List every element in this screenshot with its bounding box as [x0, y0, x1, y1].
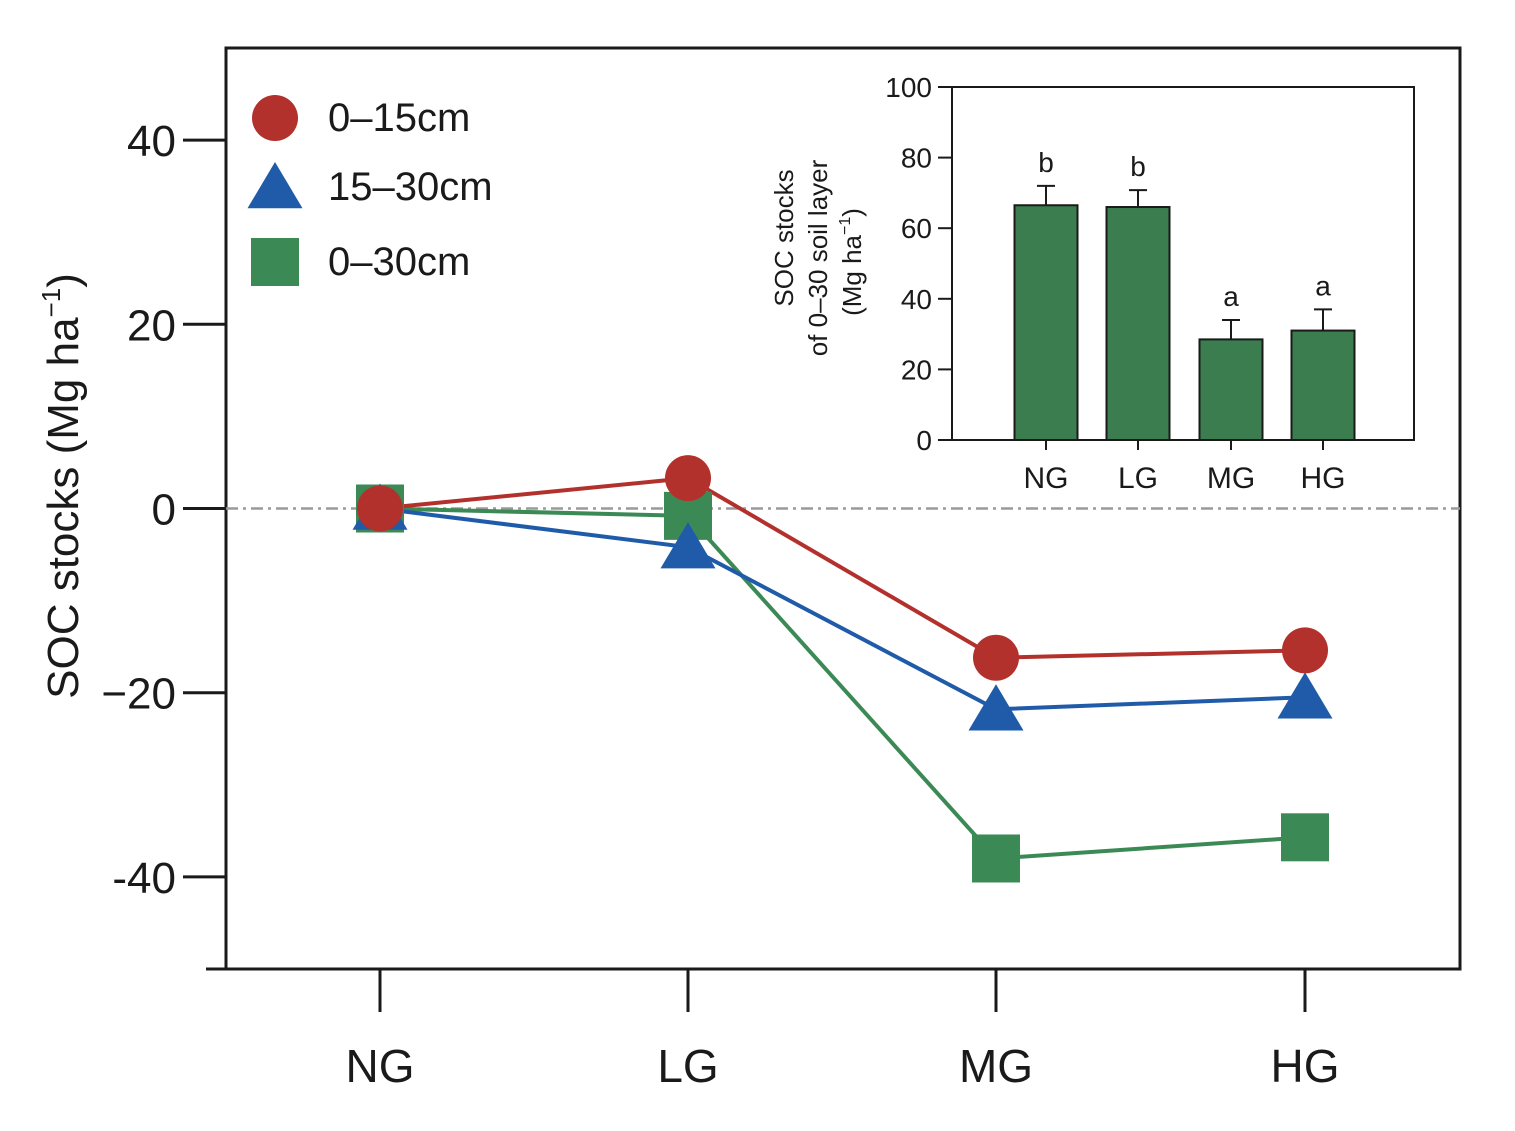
data-point-circle [357, 485, 403, 532]
bar [1013, 204, 1079, 441]
data-point-circle [665, 455, 711, 502]
main-y-axis: 40 20 0 −20 -40 [101, 117, 226, 971]
significance-letter: a [1223, 281, 1239, 312]
inset-y-axis-label-line1: SOC stocks [769, 169, 799, 306]
data-point-circle [1282, 627, 1328, 674]
data-point-triangle [968, 684, 1024, 731]
inset-y-axis: 0 20 40 60 80 100 [885, 72, 952, 456]
bar [1290, 329, 1356, 442]
legend: 0–15cm 15–30cm 0–30cm [247, 95, 493, 286]
main-x-tick-label: HG [1271, 1040, 1340, 1092]
legend-marker-triangle [247, 162, 303, 209]
legend-label: 0–15cm [328, 96, 470, 140]
inset-y-tick-label: 60 [901, 213, 932, 244]
series-line-circle [379, 476, 1306, 660]
data-point-square [972, 834, 1020, 883]
legend-label: 0–30cm [328, 240, 470, 284]
main-x-tick-label: LG [657, 1040, 718, 1092]
significance-letter: b [1130, 151, 1146, 182]
main-x-axis: NG LG MG HG [346, 969, 1340, 1092]
inset-y-tick-label: 0 [916, 425, 932, 456]
legend-marker-circle [252, 95, 298, 141]
main-x-tick-label: NG [346, 1040, 415, 1092]
inset-x-tick-label: LG [1118, 462, 1158, 495]
inset-y-axis-label-line2: of 0–30 soil layer [803, 159, 833, 356]
main-y-tick-label: 20 [127, 301, 176, 350]
inset-y-axis-label-line3: (Mg ha−1) [837, 208, 867, 316]
main-series-group [226, 455, 1460, 883]
inset-x-tick-label: HG [1301, 462, 1346, 495]
inset-x-tick-label: MG [1207, 462, 1255, 495]
inset-y-tick-label: 100 [885, 72, 932, 103]
inset-y-tick-label: 20 [901, 354, 932, 385]
inset-y-tick-label: 40 [901, 284, 932, 315]
series-line-square [379, 506, 1306, 861]
significance-letter: a [1315, 270, 1331, 301]
data-point-square [1281, 813, 1329, 862]
data-point-circle [973, 634, 1019, 681]
main-y-tick-label: -40 [112, 854, 176, 903]
data-point-triangle [1277, 672, 1333, 719]
bar [1198, 338, 1264, 441]
main-y-tick-label: 40 [127, 117, 176, 166]
inset-y-tick-label: 80 [901, 143, 932, 174]
bar [1105, 206, 1171, 441]
significance-letter: b [1038, 147, 1054, 178]
series-line-triangle [379, 506, 1306, 712]
inset-bars-group: b NG b LG a MG a HG [1013, 147, 1356, 495]
main-x-tick-label: MG [959, 1040, 1033, 1092]
legend-label: 15–30cm [328, 165, 493, 209]
main-y-tick-label: 0 [152, 486, 176, 535]
data-point-triangle [660, 522, 716, 569]
inset-bar-chart: 0 20 40 60 80 100 b NG b LG a MG a HG SOC stocks of … [769, 72, 1415, 495]
main-y-tick-label: −20 [101, 670, 176, 719]
main-y-axis-label: SOC stocks (Mg ha−1) [36, 273, 88, 699]
legend-marker-square [251, 238, 299, 286]
inset-x-tick-label: NG [1024, 462, 1069, 495]
